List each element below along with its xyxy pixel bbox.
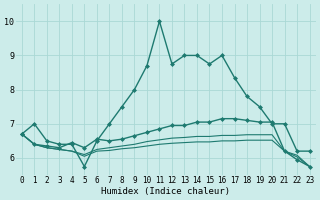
- X-axis label: Humidex (Indice chaleur): Humidex (Indice chaleur): [101, 187, 230, 196]
